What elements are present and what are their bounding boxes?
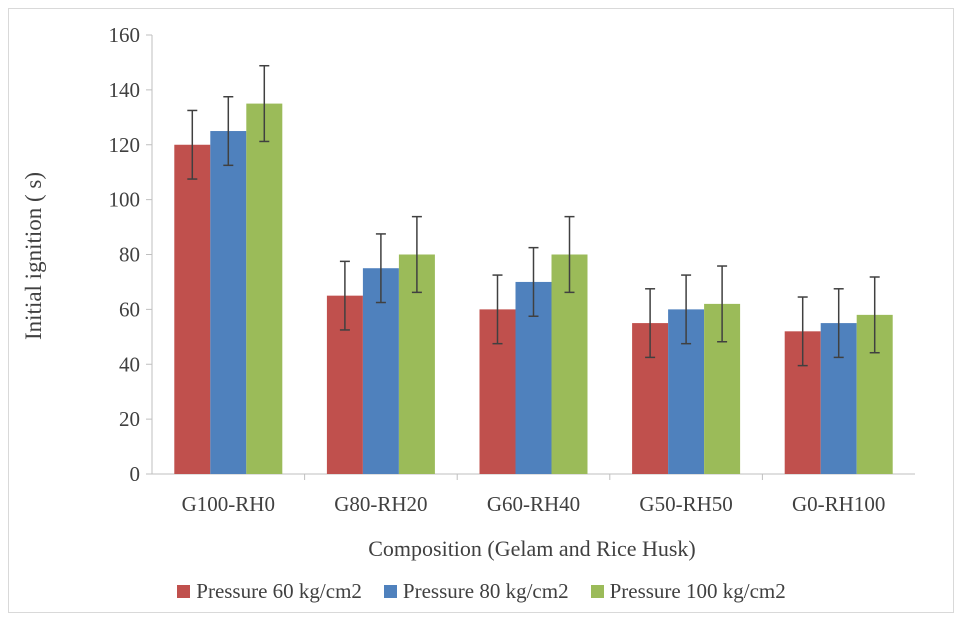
legend-label-series-3: Pressure 100 kg/cm2: [609, 578, 786, 603]
y-tick-label: 100: [109, 188, 141, 212]
legend-item-series-1: Pressure 60 kg/cm2: [177, 579, 362, 604]
y-tick-label: 0: [130, 462, 141, 486]
legend-swatch-series-2: [383, 584, 397, 598]
x-tick-label: G80-RH20: [334, 492, 427, 516]
bar: [246, 103, 283, 474]
y-tick-label: 140: [109, 78, 141, 102]
legend-item-series-2: Pressure 80 kg/cm2: [383, 578, 569, 604]
y-tick-label: 160: [109, 23, 141, 47]
y-tick-label: 40: [119, 352, 140, 376]
x-tick-label: G0-RH100: [792, 492, 885, 516]
legend-label-series-1: Pressure 60 kg/cm2: [196, 578, 362, 603]
y-tick-label: 120: [109, 133, 141, 157]
bar: [174, 144, 211, 474]
x-tick-label: G60-RH40: [487, 492, 580, 516]
legend-label-series-2: Pressure 80 kg/cm2: [402, 578, 569, 603]
legend-item-series-3: Pressure 100 kg/cm2: [590, 578, 786, 604]
x-tick-label: G100-RH0: [182, 492, 275, 516]
y-tick-label: 20: [119, 407, 140, 431]
x-axis-label: Composition (Gelam and Rice Husk): [368, 536, 696, 561]
legend-swatch-series-3: [590, 584, 604, 598]
legend-swatch-series-1: [177, 584, 191, 598]
legend: Pressure 60 kg/cm2 Pressure 80 kg/cm2 Pr…: [0, 576, 963, 606]
y-tick-label: 60: [119, 297, 140, 321]
y-tick-label: 80: [119, 243, 140, 267]
x-tick-label: G50-RH50: [639, 492, 732, 516]
y-axis-label: Initial ignition ( s): [21, 172, 46, 340]
bar: [210, 131, 247, 474]
